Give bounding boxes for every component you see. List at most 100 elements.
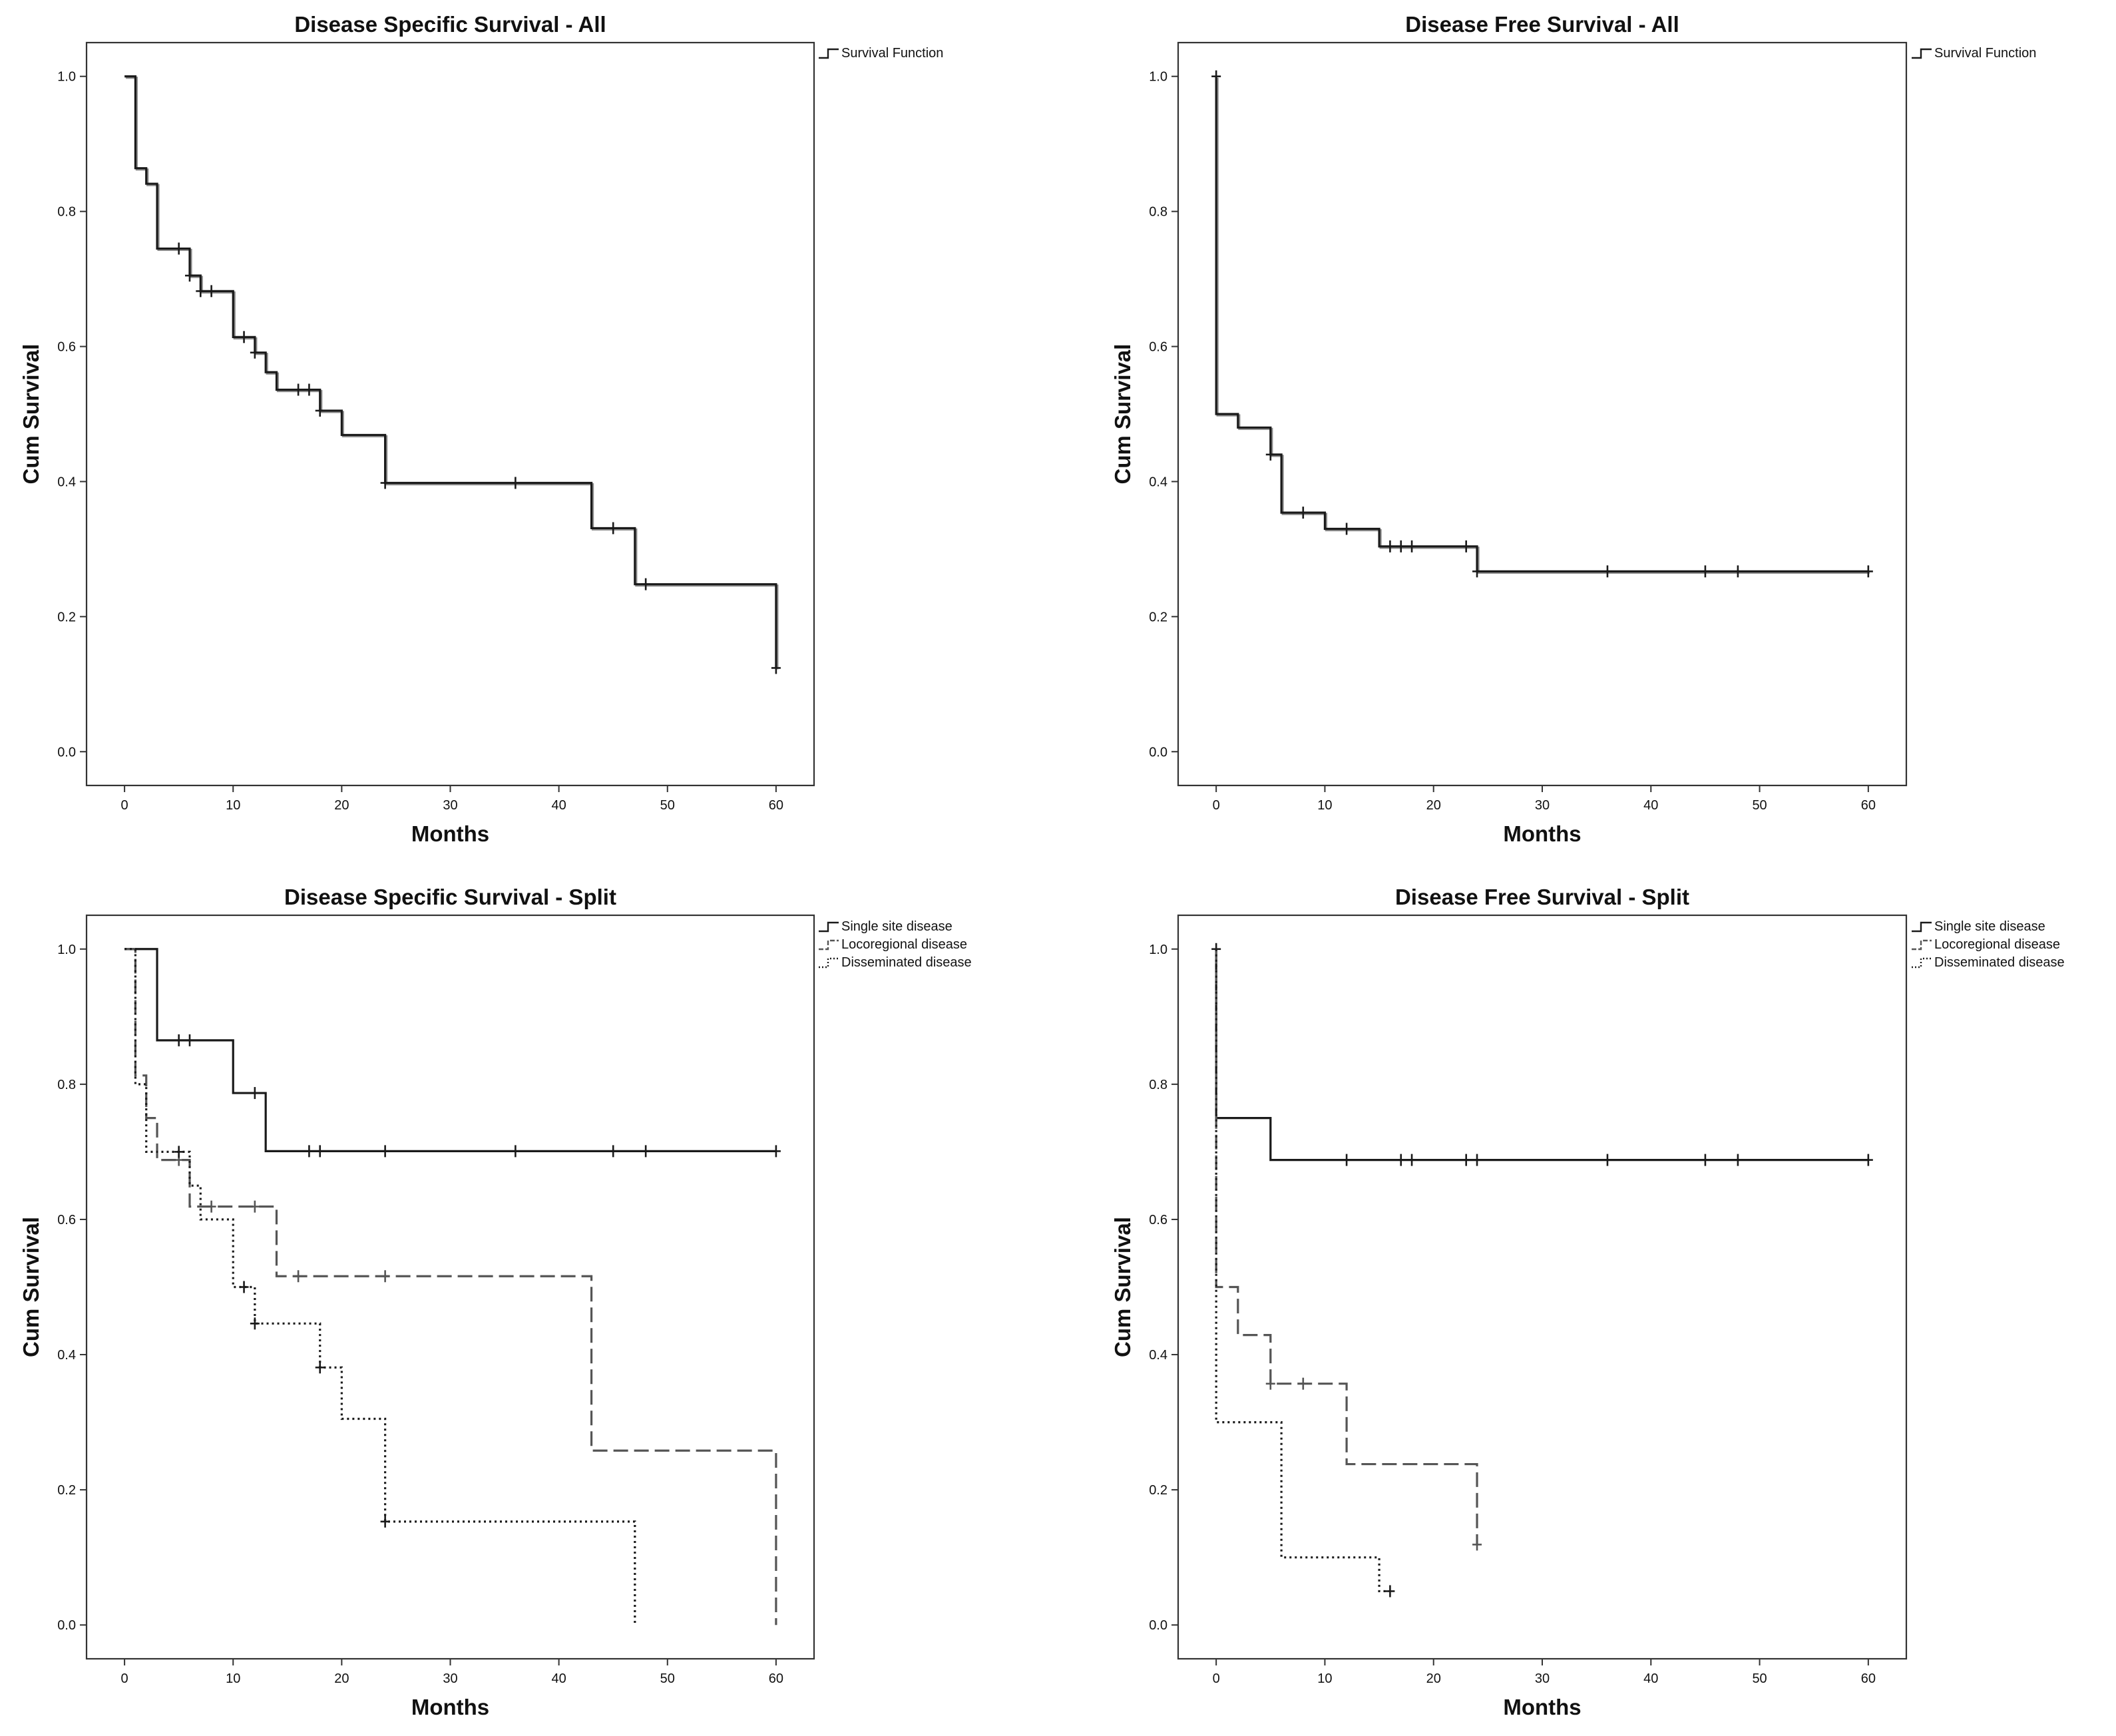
legend-swatch: [819, 48, 839, 59]
censor-mark: [641, 578, 651, 590]
series-line-shadow: [1216, 77, 1870, 574]
y-tick-label: 1.0: [1149, 70, 1167, 85]
plot-frame: [85, 914, 815, 1660]
censor-mark: [641, 1145, 651, 1158]
x-tick-label: 50: [1752, 798, 1767, 813]
series-line-1: [124, 75, 777, 668]
censor-mark: [771, 1145, 781, 1158]
censor-mark: [184, 1034, 194, 1046]
censor-mark: [1602, 1154, 1612, 1166]
x-tick-label: 50: [660, 798, 675, 813]
x-tick-label: 50: [1752, 1671, 1767, 1686]
censor-mark: [184, 270, 194, 282]
x-tick-label: 10: [226, 798, 240, 813]
y-tick-label: 0.0: [1149, 1618, 1167, 1633]
chart-panel-2: Disease Free Survival - All 0.0 0.2 0.4 0.6 0…: [1110, 12, 2036, 846]
censor-mark: [1700, 1154, 1710, 1166]
censor-mark: [294, 1270, 304, 1283]
x-tick-label: 60: [769, 1671, 783, 1686]
censor-mark: [250, 1317, 260, 1330]
legend-swatch: [1912, 921, 1932, 933]
censor-mark: [1407, 1154, 1417, 1166]
censor-mark: [315, 1361, 325, 1374]
legend-swatch: [819, 939, 839, 951]
legend-label: Survival Function: [1934, 46, 2036, 61]
x-tick-label: 10: [226, 1671, 240, 1686]
chart-title: Disease Specific Survival - All: [294, 12, 606, 37]
censor-mark: [1733, 565, 1743, 578]
chart-title: Disease Free Survival - All: [1405, 12, 1679, 37]
plot-frame: [85, 41, 815, 787]
y-tick-label: 0.6: [57, 340, 76, 355]
censor-mark: [1461, 540, 1471, 552]
legend: Survival Function: [1912, 46, 2036, 61]
censor-mark: [380, 477, 390, 489]
x-axis-title: Months: [411, 1695, 489, 1719]
x-tick-label: 20: [1426, 798, 1441, 813]
censor-mark: [380, 1270, 390, 1283]
censor-mark: [250, 1200, 260, 1213]
x-axis-title: Months: [411, 821, 489, 846]
y-tick-label: 0.4: [1149, 475, 1167, 489]
series-line-1: [1215, 76, 1868, 572]
y-tick-label: 0.4: [57, 475, 76, 489]
censor-mark: [1863, 1154, 1873, 1166]
y-axis-title: Cum Survival: [19, 344, 43, 485]
y-tick-label: 0.2: [57, 1483, 76, 1498]
censor-mark: [206, 1200, 216, 1213]
x-tick-label: 40: [1643, 798, 1658, 813]
x-tick-label: 30: [1535, 798, 1550, 813]
chart-panel-3: Disease Specific Survival - Split 0.0 0.2 0…: [19, 885, 972, 1719]
legend-label: Disseminated disease: [1934, 955, 2065, 970]
x-tick-label: 50: [660, 1671, 675, 1686]
censor-mark: [250, 1087, 260, 1100]
censor-mark: [1863, 565, 1873, 578]
y-tick-label: 0.6: [1149, 1213, 1167, 1227]
chart-panel-4: Disease Free Survival - Split 0.0 0.2 0.4 0.…: [1110, 885, 2065, 1719]
censor-mark: [1396, 540, 1406, 552]
censor-mark: [315, 404, 325, 417]
censor-mark: [608, 1145, 618, 1158]
x-tick-label: 0: [1213, 798, 1220, 813]
x-tick-label: 0: [1213, 1671, 1220, 1686]
plot-frame: [1177, 914, 1908, 1660]
series-line-3: [1215, 949, 1390, 1593]
censor-mark: [174, 1146, 184, 1158]
censor-mark: [294, 383, 304, 396]
x-tick-label: 30: [443, 1671, 457, 1686]
x-tick-label: 60: [769, 798, 783, 813]
censor-mark: [380, 1515, 390, 1528]
x-tick-label: 30: [443, 798, 457, 813]
x-axis-title: Months: [1503, 1695, 1581, 1719]
censor-mark: [1407, 540, 1417, 552]
x-tick-label: 20: [1426, 1671, 1441, 1686]
legend-label: Single site disease: [841, 919, 952, 934]
legend-swatch: [1912, 957, 1932, 969]
series-line-2: [124, 948, 777, 1626]
x-tick-label: 40: [1643, 1671, 1658, 1686]
censor-mark: [1396, 1154, 1406, 1166]
censor-mark: [1472, 1538, 1482, 1551]
y-tick-label: 0.8: [57, 205, 76, 220]
censor-mark: [315, 1145, 325, 1158]
y-tick-label: 0.2: [1149, 610, 1167, 624]
x-tick-label: 30: [1535, 1671, 1550, 1686]
legend-swatch: [1912, 939, 1932, 951]
series-line-1: [124, 948, 776, 1152]
y-tick-label: 0.4: [57, 1348, 76, 1363]
plot-frame: [1177, 41, 1908, 787]
censor-mark: [1461, 1154, 1471, 1166]
y-axis-title: Cum Survival: [1110, 344, 1135, 485]
series-line-2: [1215, 949, 1478, 1545]
y-tick-label: 1.0: [57, 70, 76, 85]
y-tick-label: 0.4: [1149, 1348, 1167, 1363]
y-tick-label: 0.2: [1149, 1483, 1167, 1498]
series-line-shadow: [126, 77, 779, 670]
censor-mark: [1472, 1154, 1482, 1166]
y-tick-label: 0.0: [57, 1618, 76, 1633]
censor-mark: [304, 383, 314, 396]
legend: Single site disease Locoregional disease D…: [1912, 919, 2065, 970]
censor-mark: [771, 662, 781, 674]
legend-label: Single site disease: [1934, 919, 2045, 934]
